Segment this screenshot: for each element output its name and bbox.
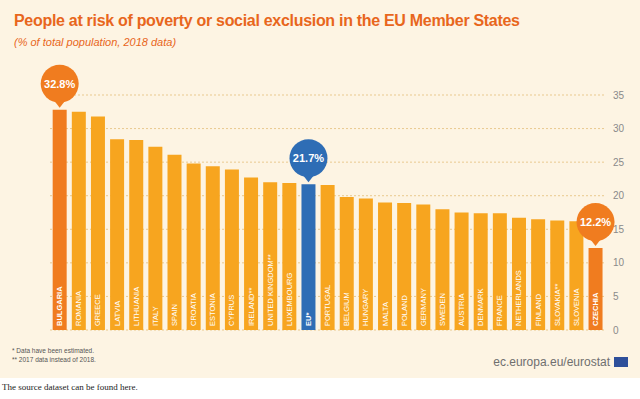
svg-text:BULGARIA: BULGARIA [55,286,64,326]
svg-text:21.7%: 21.7% [293,152,324,164]
svg-text:25: 25 [613,157,625,168]
svg-text:FINLAND: FINLAND [534,293,543,326]
svg-text:CYPRUS: CYPRUS [227,295,236,326]
svg-text:ESTONIA: ESTONIA [208,293,217,326]
svg-text:12.2%: 12.2% [580,216,611,228]
svg-text:5: 5 [613,291,619,302]
svg-text:SWEDEN: SWEDEN [438,293,447,326]
svg-text:30: 30 [613,123,625,134]
svg-text:GREECE: GREECE [93,294,102,326]
html-text:(% of total population, 2018 d: (% of total population, 2018 data) [14,36,177,48]
svg-text:SLOVAKIA**: SLOVAKIA** [553,284,562,326]
svg-text:32.8%: 32.8% [44,78,75,90]
svg-text:35: 35 [613,90,625,101]
svg-text:SLOVENIA: SLOVENIA [572,288,581,326]
svg-text:SPAIN: SPAIN [170,304,179,326]
svg-text:IRELAND**: IRELAND** [247,288,256,326]
html-text:** 2017 data instead of 2018.: ** 2017 data instead of 2018. [12,356,96,363]
svg-text:CROATIA: CROATIA [189,293,198,326]
html-text:The source dataset can be foun: The source dataset can be found here. [2,382,138,392]
svg-text:ITALY: ITALY [151,306,160,326]
svg-text:GERMANY: GERMANY [419,288,428,326]
svg-text:POLAND: POLAND [400,295,409,326]
html-text:People at risk of poverty or s: People at risk of poverty or social excl… [14,12,520,29]
svg-text:HUNGARY: HUNGARY [361,289,370,326]
svg-text:ROMANIA: ROMANIA [74,291,83,326]
svg-text:NETHERLANDS: NETHERLANDS [514,270,523,326]
svg-text:CZECHIA: CZECHIA [591,292,600,326]
svg-text:0: 0 [613,325,619,336]
html-text:* Data have been estimated.: * Data have been estimated. [12,347,94,354]
svg-text:PORTUGAL: PORTUGAL [323,285,332,326]
html-text:ec.europa.eu/eurostat: ec.europa.eu/eurostat [493,355,610,369]
svg-text:LUXEMBOURG: LUXEMBOURG [285,272,294,326]
svg-text:LITHUANIA: LITHUANIA [132,287,141,326]
svg-text:AUSTRIA: AUSTRIA [457,293,466,326]
svg-text:20: 20 [613,190,625,201]
svg-text:15: 15 [613,224,625,235]
svg-text:MALTA: MALTA [381,302,390,326]
svg-text:UNITED KINGDOM**: UNITED KINGDOM** [266,254,275,326]
svg-text:EU*: EU* [304,313,313,326]
svg-text:10: 10 [613,257,625,268]
svg-text:DENMARK: DENMARK [476,288,485,326]
svg-text:FRANCE: FRANCE [495,295,504,326]
svg-text:LATVIA: LATVIA [113,301,122,326]
svg-text:BELGIUM: BELGIUM [342,292,351,326]
